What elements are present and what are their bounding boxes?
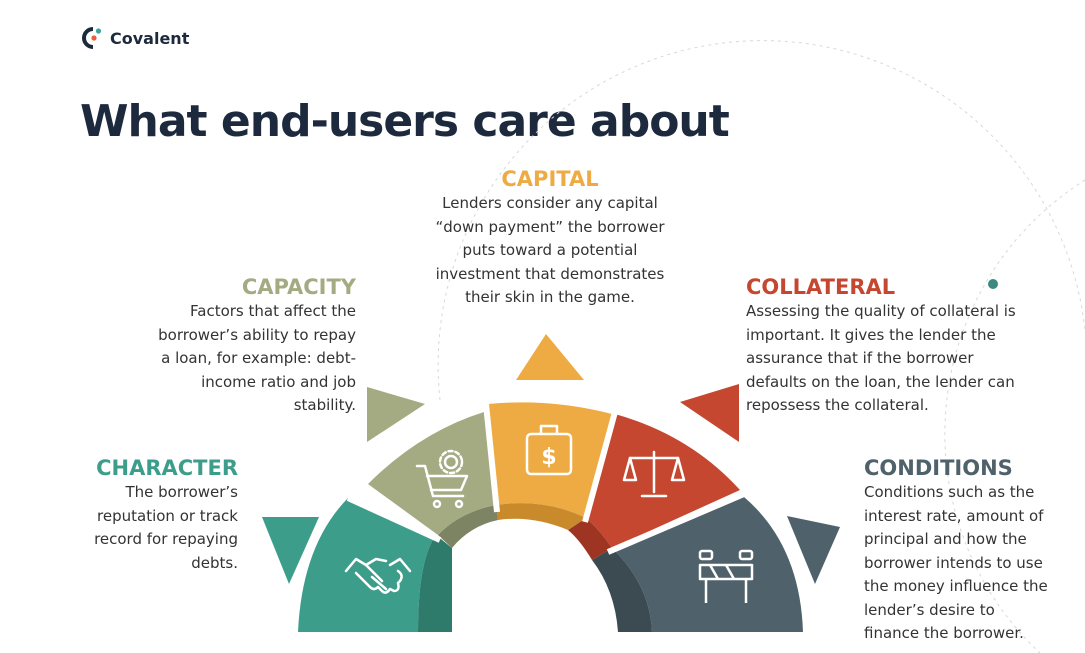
capacity-description: Factors that affect the borrower’s abili… bbox=[158, 302, 356, 414]
collateral-segment bbox=[586, 414, 740, 548]
money-bag-icon: $ bbox=[525, 424, 573, 476]
capital-description: Lenders consider any capital “down payme… bbox=[435, 194, 665, 306]
collateral-description: Assessing the quality of collateral is i… bbox=[746, 302, 1016, 414]
covalent-logo-icon bbox=[82, 27, 102, 49]
collateral-pointer bbox=[680, 384, 739, 442]
conditions-heading: CONDITIONS bbox=[864, 456, 1013, 480]
shopping-cart-gear-icon bbox=[415, 449, 469, 509]
page-title: What end-users care about bbox=[80, 96, 730, 147]
decorative-arc bbox=[944, 179, 1085, 653]
capital-segment-shade bbox=[496, 503, 586, 530]
decorative-dot bbox=[988, 279, 998, 289]
collateral-block: COLLATERAL Assessing the quality of coll… bbox=[746, 274, 1066, 418]
character-heading: CHARACTER bbox=[96, 456, 238, 480]
character-block: CHARACTER The borrower’s reputation or t… bbox=[60, 455, 238, 575]
capacity-segment-shade bbox=[438, 505, 498, 548]
capital-segment bbox=[488, 402, 612, 518]
capital-block: CAPITAL Lenders consider any capital “do… bbox=[400, 166, 700, 310]
character-pointer bbox=[262, 517, 319, 584]
capacity-pointer bbox=[367, 387, 425, 442]
capacity-heading: CAPACITY bbox=[241, 275, 356, 299]
capacity-block: CAPACITY Factors that affect the borrowe… bbox=[110, 274, 356, 418]
conditions-description: Conditions such as the interest rate, am… bbox=[864, 483, 1048, 642]
brand-name: Covalent bbox=[110, 28, 190, 48]
covalent-logo: Covalent bbox=[82, 26, 189, 50]
conditions-segment-shade bbox=[592, 548, 652, 632]
collateral-heading: COLLATERAL bbox=[746, 275, 896, 299]
svg-text:$: $ bbox=[541, 445, 556, 470]
capital-pointer bbox=[516, 334, 584, 380]
character-segment-shade bbox=[418, 535, 452, 632]
capacity-segment bbox=[368, 412, 496, 535]
handshake-icon bbox=[344, 557, 412, 594]
scales-icon bbox=[622, 450, 686, 498]
road-barrier-icon bbox=[698, 549, 754, 603]
capital-heading: CAPITAL bbox=[501, 167, 599, 191]
collateral-segment-shade bbox=[568, 518, 612, 560]
character-description: The borrower’s reputation or track recor… bbox=[94, 483, 238, 572]
conditions-block: CONDITIONS Conditions such as the intere… bbox=[864, 455, 1079, 646]
conditions-pointer bbox=[787, 516, 840, 584]
